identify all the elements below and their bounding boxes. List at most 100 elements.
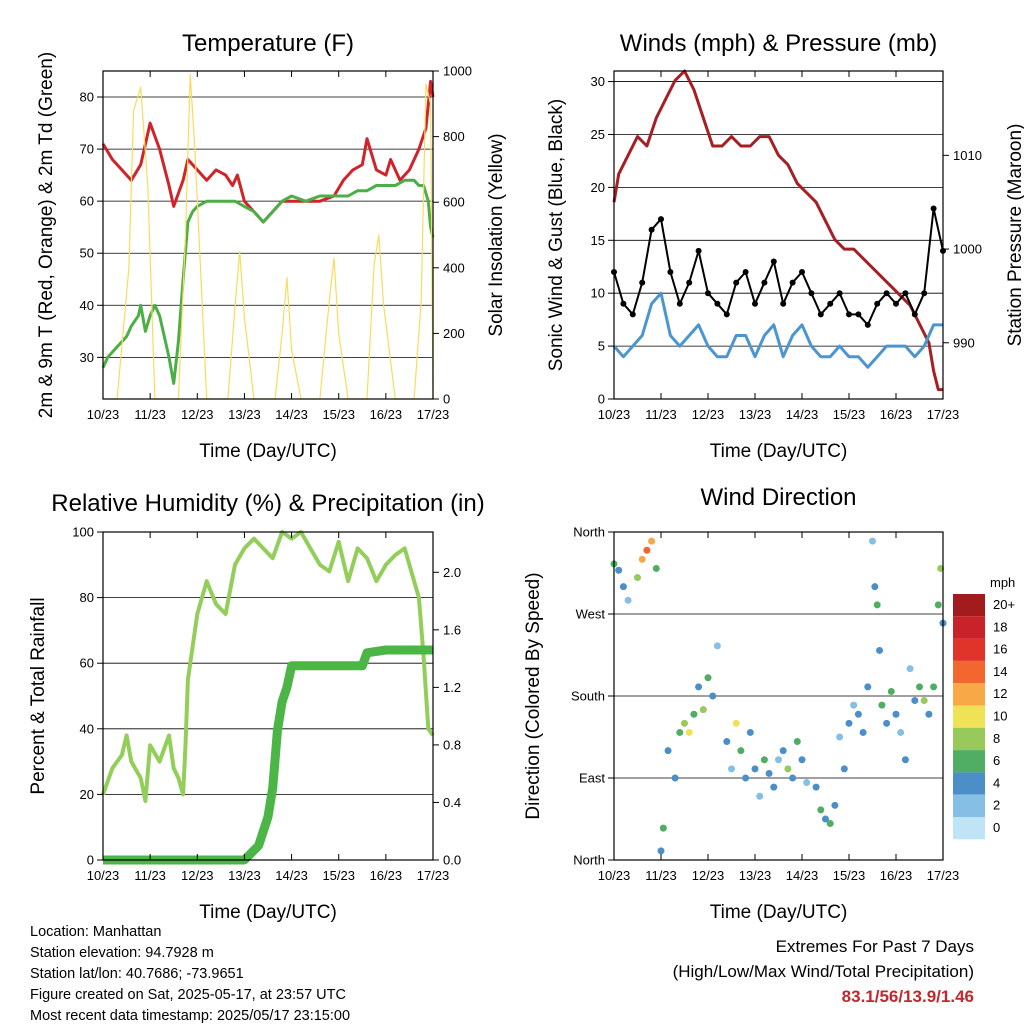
direction-point [789,774,797,782]
y2-tick-label: 400 [443,260,465,275]
colorbar-swatch [953,616,985,639]
gust-point [770,258,777,265]
plot-frame [102,70,434,400]
y-tick-label: 40 [80,298,94,313]
x-tick-label: 15/23 [322,868,355,883]
y2-axis-title: Solar Insolation (Yellow) [486,133,507,336]
y2-tick-label: 1000 [953,242,982,257]
direction-point [732,719,740,727]
y2-tick-label: 0.4 [443,795,461,810]
direction-point [671,774,679,782]
y-tick-label: 60 [80,656,94,671]
y2-tick-label: 1.6 [443,622,461,637]
x-tick-label: 11/23 [645,407,677,422]
y2-axis-title: Station Pressure (Maroon) [1005,124,1024,347]
gust-point [723,311,730,318]
direction-point [822,815,829,823]
plot-frame [613,70,944,400]
temperature-panel: Temperature (F) 10/23 11/23 12/23 13/23 14/23… [36,30,507,462]
direction-point [742,774,750,782]
y2-tick-label: 990 [953,335,975,350]
direction-point [812,783,820,791]
x-tick-label: 11/23 [645,868,677,883]
y2-tick-label: 0.8 [443,737,461,752]
direction-point [803,779,811,787]
y-tick-label: 25 [591,127,605,142]
direction-point [784,765,792,773]
direction-point [934,601,942,609]
x-tick-label: 16/23 [880,407,913,422]
direction-point [690,710,698,718]
chart-title: Relative Humidity (%) & Precipitation (i… [51,490,484,517]
direction-point [817,806,825,814]
winds-pressure-panel: Winds (mph) & Pressure (mb) 10/23 11/23 12/… [546,30,1024,462]
direction-point [713,642,721,650]
gust-point [817,311,824,318]
y-tick-label: 15 [591,233,605,248]
colorbar-swatch [953,594,985,617]
colorbar-swatch [953,772,985,795]
gust-point [902,290,909,297]
direction-point [643,546,651,554]
colorbar-swatch [953,750,985,773]
direction-point [845,719,853,727]
direction-point [638,555,646,563]
y-tick-label: 40 [80,721,94,736]
y2-tick-label: 800 [443,129,465,144]
x-tick-label: 14/23 [786,407,819,422]
y-tick-label: 100 [72,525,94,540]
direction-point [925,710,933,718]
direction-point [775,756,782,764]
colorbar-label: 2 [993,798,1000,813]
x-tick-label: 16/23 [370,868,403,883]
direction-point [779,747,787,755]
direction-point [901,756,909,764]
y-axis-title: 2m & 9m T (Red, Orange) & 2m Td (Green) [36,52,57,418]
gust-point [780,300,787,307]
direction-point [619,583,627,591]
direction-point [657,847,665,855]
recent-data-text: Most recent data timestamp: 2025/05/17 2… [30,1008,351,1024]
x-tick-label: 10/23 [87,868,120,883]
y2-tick-label: 1000 [443,64,472,79]
gust-point [883,290,890,297]
gust-point [714,300,721,307]
x-tick-label: 17/23 [927,407,960,422]
plot-frame [102,531,434,861]
y-tick-label: North [573,525,605,540]
y2-tick-label: 1.2 [443,680,461,695]
direction-point [887,687,895,695]
direction-point [685,728,693,736]
extremes-values: 83.1/56/13.9/1.46 [841,987,974,1006]
direction-point [751,765,759,773]
x-tick-label: 10/23 [87,407,120,422]
colorbar-label: 10 [993,709,1007,724]
series-total-precipitation [103,645,433,865]
latlon-text: Station lat/lon: 40.7686; -73.9651 [30,966,244,982]
gust-point [911,311,918,318]
direction-point [873,601,881,609]
humidity-precip-panel: Relative Humidity (%) & Precipitation (i… [28,490,485,923]
series-relative-humidity [101,530,435,803]
gust-point [667,269,674,276]
direction-point [723,738,731,746]
y-tick-label: 50 [80,246,94,261]
gust-point [658,216,664,223]
gust-point [799,269,805,276]
direction-point [869,537,876,545]
direction-point [765,769,773,777]
extremes-subtitle: (High/Low/Max Wind/Total Precipitation) [672,962,974,981]
gust-point [808,290,815,297]
x-tick-label: 11/23 [134,868,166,883]
extremes-summary: Extremes For Past 7 Days (High/Low/Max W… [673,934,974,1009]
direction-point [850,701,858,709]
direction-point [695,683,703,691]
x-axis-title: Time (Day/UTC) [199,441,337,462]
x-tick-label: 14/23 [275,407,308,422]
direction-point [916,683,923,691]
direction-point [728,765,735,773]
x-tick-label: 13/23 [228,407,261,422]
y-axis-title: Percent & Total Rainfall [28,597,49,794]
series-station-pressure [612,69,943,392]
y-tick-label: 60 [80,194,94,209]
